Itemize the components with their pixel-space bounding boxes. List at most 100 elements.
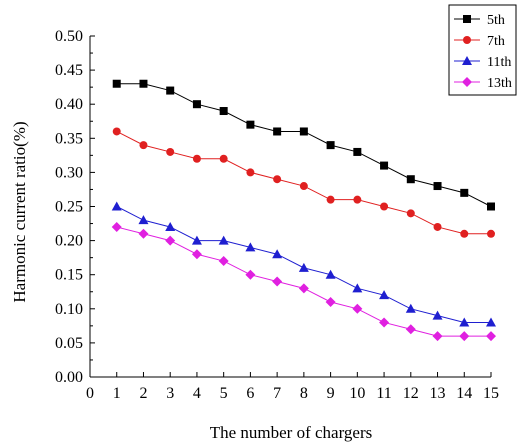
data-point xyxy=(432,310,443,320)
x-axis-ticks: 0 1 2 3 4 5 6 7 8 9 10 11 12 13 14 15 xyxy=(86,372,499,402)
data-point xyxy=(380,202,389,211)
data-point xyxy=(219,154,228,163)
data-point xyxy=(326,141,335,150)
data-point xyxy=(273,175,282,184)
x-tick-label: 2 xyxy=(139,385,147,402)
data-point xyxy=(139,141,148,150)
y-tick-label: 0.25 xyxy=(55,199,83,216)
series-13th xyxy=(111,221,496,342)
x-tick-label: 6 xyxy=(246,385,254,402)
legend: 5th 7th 11th 13th xyxy=(448,4,517,96)
legend-marker xyxy=(463,15,471,23)
y-tick-label: 0.05 xyxy=(55,335,83,352)
series-7th xyxy=(112,127,495,238)
legend-label: 11th xyxy=(487,55,511,70)
y-axis-ticks: 0.00 0.05 0.10 0.15 0.20 0.25 0.30 0.35 0.40 0.45… xyxy=(55,28,95,386)
data-point xyxy=(165,221,176,231)
data-point xyxy=(353,147,362,156)
data-point xyxy=(218,256,229,267)
data-point xyxy=(486,317,496,327)
data-point xyxy=(245,269,256,280)
y-tick-label: 0.00 xyxy=(55,369,83,386)
y-tick-label: 0.50 xyxy=(55,28,83,45)
data-point xyxy=(166,147,175,156)
data-point xyxy=(298,262,309,272)
data-point xyxy=(459,331,470,342)
y-tick-label: 0.15 xyxy=(55,267,83,284)
legend-marker xyxy=(462,56,472,65)
y-tick-label: 0.10 xyxy=(55,301,83,318)
series-layer xyxy=(111,79,496,342)
x-tick-label: 8 xyxy=(300,385,308,402)
data-point xyxy=(325,296,336,307)
x-tick-label: 4 xyxy=(193,385,201,402)
y-axis-label: Harmonic current ratio(%) xyxy=(10,121,29,302)
data-point xyxy=(325,269,336,279)
data-point xyxy=(111,221,122,232)
data-point xyxy=(352,283,363,293)
data-point xyxy=(138,228,149,239)
data-point xyxy=(379,290,390,300)
legend-item: 13th xyxy=(454,76,512,91)
legend-label: 13th xyxy=(487,76,512,91)
x-tick-label: 10 xyxy=(349,385,365,402)
data-point xyxy=(272,249,283,259)
legend-marker xyxy=(462,77,472,87)
data-point xyxy=(406,209,415,218)
data-point xyxy=(165,235,176,246)
series-11th xyxy=(111,201,496,327)
data-point xyxy=(246,120,255,129)
data-point xyxy=(218,235,229,245)
legend-item: 7th xyxy=(454,34,505,49)
x-tick-label: 13 xyxy=(430,385,446,402)
data-point xyxy=(406,175,415,184)
data-point xyxy=(246,168,255,177)
data-point xyxy=(405,303,416,313)
data-point xyxy=(191,235,202,245)
data-point xyxy=(460,229,469,238)
y-tick-label: 0.45 xyxy=(55,62,83,79)
data-point xyxy=(299,182,308,191)
data-point xyxy=(487,229,495,238)
legend-label: 5th xyxy=(487,13,505,28)
data-point xyxy=(486,331,496,342)
data-point xyxy=(192,100,201,109)
x-tick-label: 3 xyxy=(166,385,174,402)
y-tick-label: 0.30 xyxy=(55,164,83,181)
data-point xyxy=(352,303,363,314)
x-tick-label: 9 xyxy=(327,385,335,402)
data-point xyxy=(433,182,442,191)
data-point xyxy=(219,107,228,116)
x-tick-label: 7 xyxy=(273,385,281,402)
data-point xyxy=(299,127,308,136)
data-point xyxy=(192,154,201,163)
data-point xyxy=(432,331,443,342)
x-tick-label: 1 xyxy=(113,385,121,402)
chart-axes xyxy=(89,36,491,378)
data-point xyxy=(298,283,309,294)
legend-box xyxy=(448,4,517,96)
data-point xyxy=(112,79,121,88)
y-tick-label: 0.35 xyxy=(55,130,83,147)
x-tick-label: 11 xyxy=(376,385,391,402)
data-point xyxy=(487,202,495,211)
data-point xyxy=(460,188,469,197)
legend-item: 5th xyxy=(454,13,505,28)
data-point xyxy=(459,317,470,327)
data-point xyxy=(272,276,283,287)
x-tick-label: 14 xyxy=(456,385,472,402)
data-point xyxy=(273,127,282,136)
data-point xyxy=(326,195,335,204)
data-point xyxy=(353,195,362,204)
legend-marker xyxy=(463,36,471,44)
series-5th xyxy=(112,79,495,211)
data-point xyxy=(111,201,122,211)
legend-item: 11th xyxy=(454,55,511,70)
legend-label: 7th xyxy=(487,34,505,49)
x-tick-label: 12 xyxy=(403,385,419,402)
data-point xyxy=(166,86,175,95)
data-point xyxy=(380,161,389,170)
y-tick-label: 0.40 xyxy=(55,96,83,113)
data-point xyxy=(112,127,121,136)
